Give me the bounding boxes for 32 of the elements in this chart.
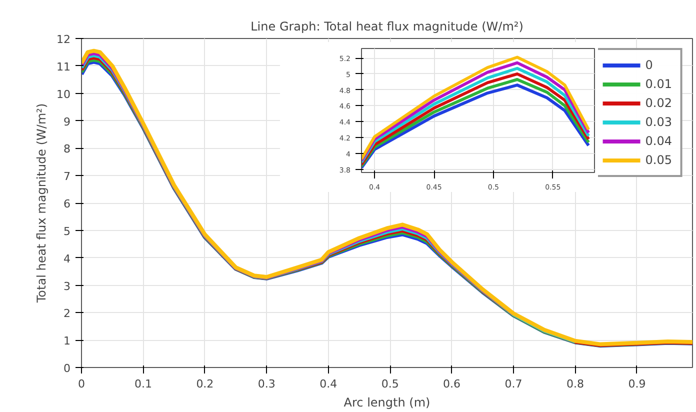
- legend-label: 0: [645, 58, 654, 72]
- y-tick-label: 6: [64, 198, 70, 210]
- y-tick-label: 1: [64, 334, 70, 348]
- y-tick-label: 3: [64, 280, 70, 293]
- y-tick-label: 7: [64, 170, 70, 184]
- x-tick-label: 0.4: [320, 378, 338, 390]
- x-tick-label: 0.7: [504, 378, 522, 390]
- legend-label: 0.02: [645, 96, 672, 110]
- x-tick-label: 0.3: [258, 378, 276, 390]
- y-axis-title: Total heat flux magnitude (W/m²): [34, 103, 49, 304]
- y-tick-label: 2: [64, 307, 70, 320]
- y-tick-label: 12: [56, 33, 71, 46]
- x-tick-label: 0.5: [381, 378, 399, 390]
- legend-label: 0.05: [645, 153, 672, 167]
- x-tick-label: 0.8: [566, 378, 584, 390]
- y-tick-label: 11: [56, 60, 71, 74]
- y-tick-label: 0: [64, 362, 70, 375]
- y-tick-label: 5: [64, 224, 70, 238]
- legend-label: 0.03: [645, 115, 672, 129]
- legend-label: 0.04: [645, 134, 672, 148]
- chart-title: Line Graph: Total heat flux magnitude (W/m²): [250, 20, 524, 34]
- y-tick-label: 8: [64, 142, 70, 156]
- x-tick-label: 0.1: [134, 378, 152, 390]
- x-tick-label: 0.6: [443, 378, 461, 390]
- x-tick-label: 0.2: [196, 378, 214, 390]
- legend-label: 0.01: [645, 77, 672, 91]
- y-tick-label: 10: [56, 88, 71, 101]
- x-tick-label: 0.9: [628, 378, 646, 390]
- y-tick-label: 4: [64, 252, 70, 266]
- y-tick-label: 9: [64, 115, 70, 128]
- x-tick-label: 0: [78, 378, 85, 390]
- x-axis-title: Arc length (m): [344, 396, 430, 410]
